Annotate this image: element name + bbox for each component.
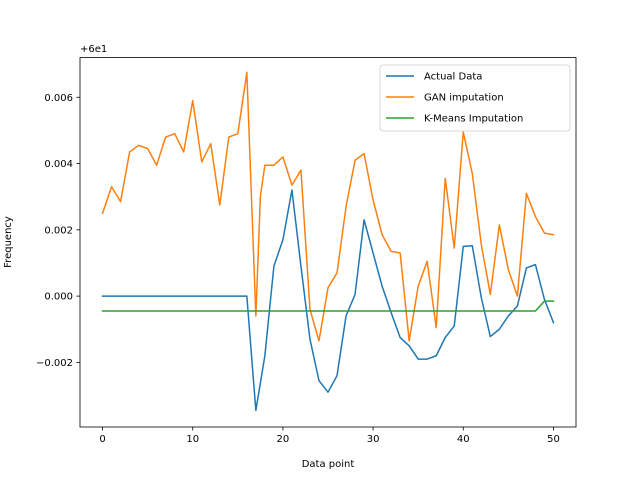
x-tick-label: 50 (547, 434, 560, 445)
y-offset-label: +6e1 (80, 44, 107, 55)
y-axis-ticks: −0.002 0.000 0.002 0.004 0.006 (36, 93, 80, 369)
x-axis-label: Data point (302, 459, 355, 470)
y-tick-label: −0.002 (36, 358, 73, 369)
x-tick-label: 30 (367, 434, 380, 445)
legend-label-gan-imputation: GAN imputation (424, 93, 504, 104)
y-tick-label: 0.004 (44, 159, 73, 170)
legend-box (379, 64, 571, 132)
y-tick-label: 0.006 (44, 93, 73, 104)
x-tick-label: 10 (186, 434, 199, 445)
plot-frame (79, 57, 577, 428)
legend: Actual Data GAN imputation K-Means Imputat… (379, 64, 571, 132)
series-lines (101, 71, 555, 412)
x-axis-ticks: 0 10 20 30 40 50 (99, 427, 560, 445)
y-tick-label: 0.000 (44, 292, 73, 303)
x-tick-label: 40 (457, 434, 470, 445)
series-line-k-means-imputation (101, 300, 555, 312)
y-tick-label: 0.002 (44, 225, 73, 236)
y-axis-label: Frequency (3, 216, 14, 268)
legend-label-actual-data: Actual Data (424, 72, 482, 83)
x-tick-label: 0 (99, 434, 105, 445)
x-tick-label: 20 (277, 434, 290, 445)
series-line-gan-imputation (101, 71, 555, 342)
legend-label-k-means-imputation: K-Means Imputation (424, 114, 523, 125)
series-line-actual-data (101, 189, 555, 412)
